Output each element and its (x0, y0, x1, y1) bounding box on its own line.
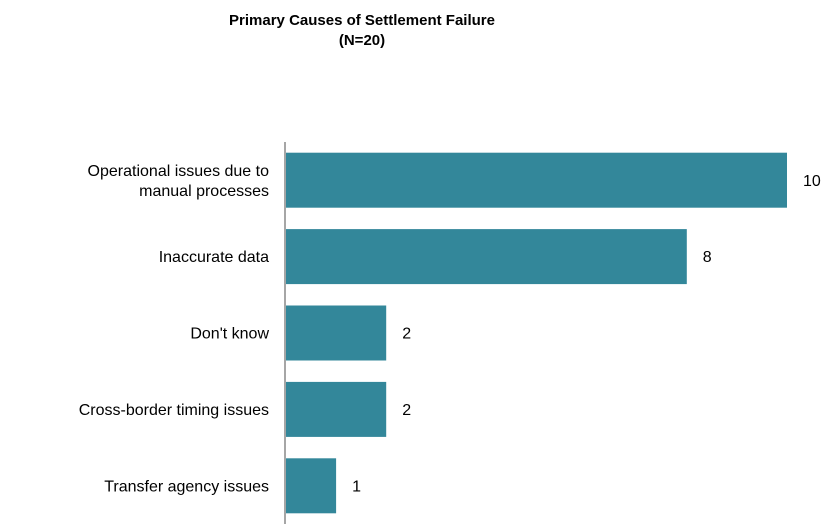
chart-title-wrap: Primary Causes of Settlement Failure (N=… (177, 11, 547, 51)
category-label-line: Don't know (190, 326, 269, 343)
category-label-line: Cross-border timing issues (79, 402, 269, 419)
bars-layer (286, 152, 787, 514)
category-label-line: Operational issues due to (88, 163, 270, 180)
category-labels-layer: Operational issues due to manual processe… (79, 163, 270, 496)
chart-subtitle: (N=20) (338, 32, 386, 49)
category-label: Cross-border timing issues (79, 402, 269, 419)
bar (286, 458, 337, 514)
value-labels-layer: 10 8 2 2 1 (352, 173, 821, 496)
bar (286, 305, 387, 361)
value-label: 8 (703, 249, 712, 266)
bar (286, 381, 387, 437)
value-label: 1 (352, 478, 361, 495)
value-label: 10 (803, 173, 821, 190)
category-label: Operational issues due to manual processe… (88, 163, 270, 200)
chart-title: Primary Causes of Settlement Failure (229, 12, 495, 29)
bar (286, 229, 687, 285)
category-label-line: Inaccurate data (159, 249, 269, 266)
category-label: Transfer agency issues (104, 478, 269, 495)
category-label: Inaccurate data (159, 249, 269, 266)
bar (286, 152, 787, 208)
category-label-line: Transfer agency issues (104, 478, 269, 495)
value-label: 2 (402, 402, 411, 419)
category-label: Don't know (190, 326, 269, 343)
value-label: 2 (402, 326, 411, 343)
category-label-line: manual processes (139, 183, 269, 200)
